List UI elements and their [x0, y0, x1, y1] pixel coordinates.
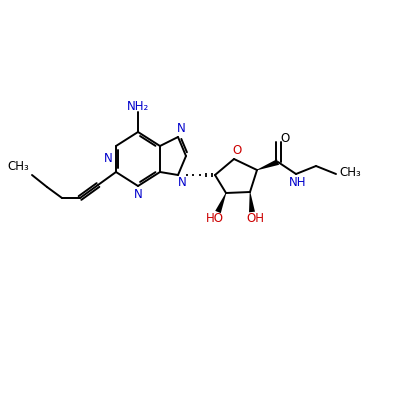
- Text: N: N: [104, 152, 112, 166]
- Text: NH: NH: [289, 176, 307, 188]
- Text: O: O: [232, 144, 242, 158]
- Text: CH₃: CH₃: [7, 160, 29, 172]
- Text: OH: OH: [246, 212, 264, 226]
- Text: N: N: [178, 176, 186, 188]
- Polygon shape: [215, 193, 226, 213]
- Text: N: N: [134, 188, 142, 200]
- Text: CH₃: CH₃: [339, 166, 361, 178]
- Polygon shape: [257, 159, 279, 170]
- Text: HO: HO: [206, 212, 224, 226]
- Text: O: O: [280, 132, 290, 146]
- Polygon shape: [249, 192, 255, 212]
- Text: N: N: [177, 122, 185, 136]
- Text: NH₂: NH₂: [127, 100, 149, 112]
